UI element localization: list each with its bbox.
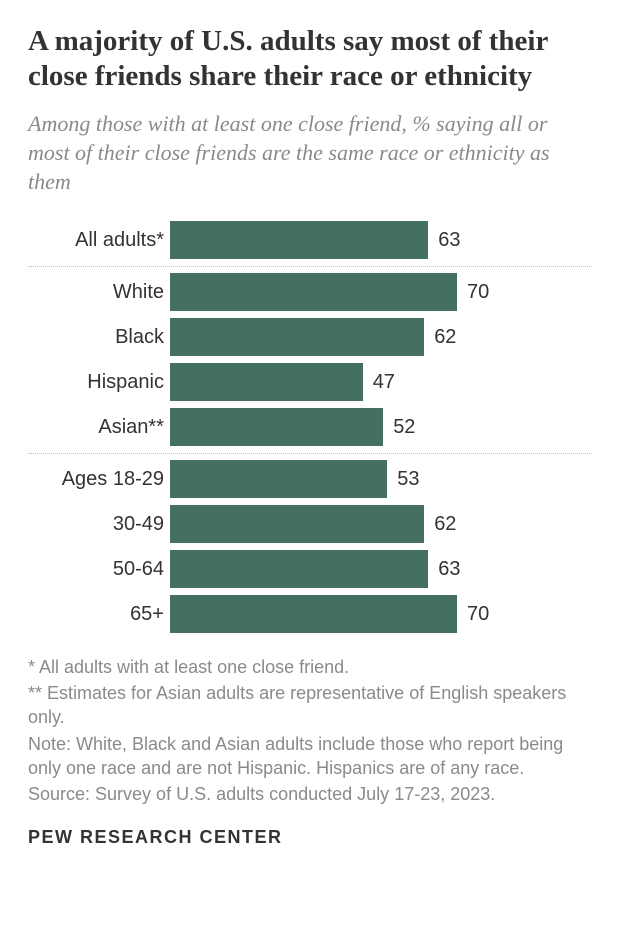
bar [170,363,363,401]
bar-row: 65+ 70 [28,592,592,637]
bar-row: 30-49 62 [28,502,592,547]
bar [170,550,428,588]
bar-row: White 70 [28,270,592,315]
bar-value: 52 [393,416,415,439]
bar [170,221,428,259]
bar-label: Black [28,326,170,349]
bar-value: 70 [467,281,489,304]
bar-area: 53 [170,457,592,502]
bar-value: 62 [434,326,456,349]
bar-label: Ages 18-29 [28,468,170,491]
bar [170,595,457,633]
bar-value: 62 [434,513,456,536]
bar-value: 53 [397,468,419,491]
bar-label: 30-49 [28,513,170,536]
bar-label: Asian** [28,416,170,439]
bar-row: Black 62 [28,315,592,360]
bar-row: Hispanic 47 [28,360,592,405]
bar-value: 63 [438,229,460,252]
bar-value: 47 [373,371,395,394]
bar-row: All adults* 63 [28,218,592,263]
bar-area: 70 [170,592,592,637]
footnote-line: * All adults with at least one close fri… [28,655,592,679]
bar-value: 70 [467,603,489,626]
chart-title: A majority of U.S. adults say most of th… [28,24,592,95]
bar-label: 65+ [28,603,170,626]
bar-area: 62 [170,502,592,547]
bar [170,460,387,498]
bar [170,505,424,543]
bar-label: 50-64 [28,558,170,581]
bar-label: White [28,281,170,304]
chart-subtitle: Among those with at least one close frie… [28,109,592,196]
bar-area: 70 [170,270,592,315]
bar-area: 52 [170,405,592,450]
bar-area: 63 [170,547,592,592]
source-label: PEW RESEARCH CENTER [28,827,592,848]
bar-area: 63 [170,218,592,263]
bar-area: 47 [170,360,592,405]
bar-value: 63 [438,558,460,581]
bar [170,408,383,446]
footnote-line: ** Estimates for Asian adults are repres… [28,681,592,730]
footnote-line: Source: Survey of U.S. adults conducted … [28,782,592,806]
group-divider [28,266,592,267]
bar-label: All adults* [28,229,170,252]
footnote-line: Note: White, Black and Asian adults incl… [28,732,592,781]
bar-row: Ages 18-29 53 [28,457,592,502]
bar-chart: All adults* 63 White 70 Black 62 Hispanic 47 Asi… [28,218,592,637]
bar-row: 50-64 63 [28,547,592,592]
footnotes: * All adults with at least one close fri… [28,655,592,807]
bar [170,273,457,311]
group-divider [28,453,592,454]
bar-label: Hispanic [28,371,170,394]
bar [170,318,424,356]
bar-area: 62 [170,315,592,360]
bar-row: Asian** 52 [28,405,592,450]
